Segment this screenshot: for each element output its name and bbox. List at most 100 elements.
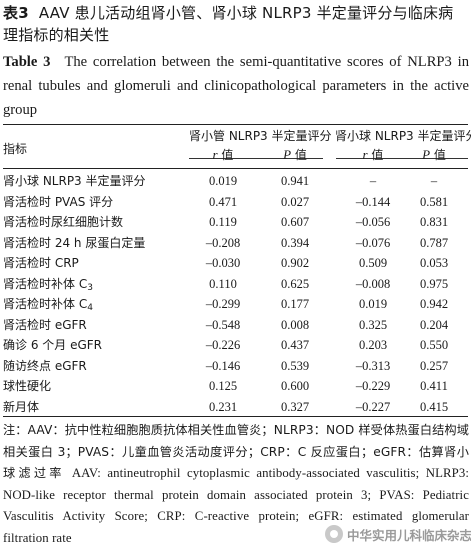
header-p-value-1: P 值: [265, 146, 325, 163]
glomerulus-r-value: 0.203: [358, 338, 388, 352]
tubule-p-value: 0.327: [280, 399, 310, 414]
row-label: 肾活检时 eGFR: [3, 315, 87, 335]
glomerulus-r-value: –0.229: [355, 379, 391, 393]
table-row: 肾小球 NLRP3 半定量评分 0.019 0.941 – –: [3, 171, 468, 191]
table-row: 确诊 6 个月 eGFR –0.226 0.437 0.203 0.550: [3, 335, 468, 355]
table-footnote: 注：AAV：抗中性粒细胞胞质抗体相关性血管炎；NLRP3：NOD 样受体热蛋白结…: [3, 420, 469, 549]
tubule-r-value: –0.226: [205, 338, 241, 352]
tubule-p-value: 0.600: [280, 379, 310, 393]
glomerulus-r-value: –0.076: [355, 235, 391, 250]
row-label-text: 新月体: [3, 399, 40, 414]
row-label-text: 肾活检时尿红细胞计数: [3, 215, 124, 229]
column-group-glomerulus: 肾小球 NLRP3 半定量评分: [335, 129, 471, 143]
glomerulus-p-value: 0.411: [420, 379, 448, 393]
footnote-english: AAV: antineutrophil cytoplasmic antibody…: [3, 466, 469, 545]
column-header-index: 指标: [3, 142, 28, 156]
glomerulus-r-value: –0.008: [355, 276, 391, 291]
p-symbol: P: [283, 147, 292, 162]
tubule-r-value: 0.125: [208, 379, 238, 393]
table-row: 肾活检时补体 C4 –0.299 0.177 0.019 0.942: [3, 294, 468, 314]
caption-label-chinese: 表3: [3, 4, 29, 22]
group2-underline: [336, 158, 468, 159]
glomerulus-p-value: 0.550: [419, 338, 449, 352]
glomerulus-r-value: 0.509: [358, 256, 388, 270]
table-row: 随访终点 eGFR –0.146 0.539 –0.313 0.257: [3, 356, 468, 376]
caption-title-english: The correlation between the semi-quantit…: [3, 54, 469, 118]
row-label: 肾小球 NLRP3 半定量评分: [3, 171, 146, 191]
r-symbol: r: [362, 147, 368, 162]
header-p-value-2: P 值: [405, 146, 463, 163]
glomerulus-p-value: 0.257: [419, 358, 449, 373]
row-label-text: 肾活检时补体 C: [3, 276, 88, 291]
glomerulus-r-value: 0.019: [358, 297, 388, 311]
tubule-r-value: –0.146: [205, 358, 241, 373]
value-suffix: 值: [291, 148, 307, 162]
glomerulus-r-value: –0.144: [355, 194, 391, 209]
row-label: 随访终点 eGFR: [3, 356, 87, 376]
tubule-r-value: 0.471: [208, 194, 238, 209]
tubule-p-value: 0.008: [280, 317, 310, 332]
glomerulus-r-value: 0.325: [358, 317, 388, 332]
row-label-text: 确诊 6 个月 eGFR: [3, 338, 103, 352]
table-row: 新月体 0.231 0.327 –0.227 0.415: [3, 397, 468, 417]
glomerulus-p-value: –: [430, 174, 438, 188]
row-label-text: 球性硬化: [3, 379, 52, 393]
table-row: 肾活检时 CRP –0.030 0.902 0.509 0.053: [3, 253, 468, 273]
glomerulus-r-value: –0.056: [355, 215, 391, 229]
tubule-r-value: –0.208: [205, 235, 241, 250]
table-caption-english: Table 3 The correlation between the semi-…: [3, 50, 469, 122]
glomerulus-p-value: 0.581: [419, 194, 449, 209]
row-label: 肾活检时 PVAS 评分: [3, 192, 113, 212]
tubule-r-value: 0.119: [209, 215, 237, 229]
row-label-text: 随访终点 eGFR: [3, 358, 87, 373]
row-label: 肾活检时补体 C3: [3, 274, 93, 294]
row-label: 新月体: [3, 397, 39, 417]
column-group-tubule: 肾小管 NLRP3 半定量评分: [189, 129, 332, 143]
tubule-p-value: 0.394: [280, 235, 310, 250]
row-label: 肾活检时 24 h 尿蛋白定量: [3, 233, 145, 253]
glomerulus-r-value: –: [369, 174, 377, 188]
value-suffix: 值: [217, 148, 234, 162]
table-row: 肾活检时 PVAS 评分 0.471 0.027 –0.144 0.581: [3, 192, 468, 212]
table-top-rule: [3, 124, 468, 125]
tubule-r-value: 0.110: [209, 276, 237, 291]
tubule-r-value: –0.548: [205, 317, 241, 332]
row-label: 肾活检时尿红细胞计数: [3, 212, 123, 232]
row-label: 肾活检时补体 C4: [3, 294, 93, 314]
row-label-text: 肾活检时 CRP: [3, 256, 79, 270]
row-label-text: 肾活检时补体 C: [3, 297, 88, 311]
glomerulus-p-value: 0.053: [419, 256, 449, 270]
glomerulus-p-value: 0.787: [419, 235, 449, 250]
tubule-p-value: 0.941: [280, 174, 310, 188]
wechat-logo-icon: [325, 525, 343, 543]
table-row: 肾活检时尿红细胞计数 0.119 0.607 –0.056 0.831: [3, 212, 468, 232]
tubule-p-value: 0.607: [280, 215, 310, 229]
value-suffix: 值: [367, 148, 384, 162]
row-label: 确诊 6 个月 eGFR: [3, 335, 102, 355]
table-row: 肾活检时 eGFR –0.548 0.008 0.325 0.204: [3, 315, 468, 335]
glomerulus-p-value: 0.415: [419, 399, 449, 414]
r-symbol: r: [212, 147, 218, 162]
tubule-p-value: 0.437: [280, 338, 310, 352]
tubule-p-value: 0.027: [280, 194, 310, 209]
row-label-subscript: 3: [87, 282, 93, 293]
glomerulus-r-value: –0.313: [355, 358, 391, 373]
row-label-subscript: 4: [87, 303, 93, 313]
value-suffix: 值: [430, 148, 446, 162]
glomerulus-p-value: 0.975: [419, 276, 449, 291]
tubule-p-value: 0.539: [280, 358, 310, 373]
table-row: 球性硬化 0.125 0.600 –0.229 0.411: [3, 376, 468, 396]
table-row: 肾活检时 24 h 尿蛋白定量 –0.208 0.394 –0.076 0.787: [3, 233, 468, 253]
header-r-value-1: r 值: [188, 146, 258, 163]
table-bottom-rule: [3, 416, 468, 417]
row-label: 球性硬化: [3, 376, 51, 396]
glomerulus-p-value: 0.204: [419, 317, 449, 332]
glomerulus-p-value: 0.831: [419, 215, 449, 229]
tubule-p-value: 0.177: [280, 297, 310, 311]
tubule-r-value: –0.299: [205, 297, 241, 311]
group1-underline: [189, 158, 323, 159]
tubule-p-value: 0.625: [280, 276, 310, 291]
table-caption-chinese: 表3 AAV 患儿活动组肾小管、肾小球 NLRP3 半定量评分与临床病理指标的相关…: [3, 2, 468, 46]
footnote-chinese: 注：AAV：抗中性粒细胞胞质抗体相关性血管炎；NLRP3：NOD 样受体热蛋白结…: [3, 423, 469, 480]
